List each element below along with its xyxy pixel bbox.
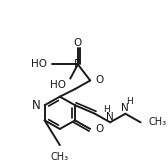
Text: H: H (126, 97, 133, 106)
Text: CH₃: CH₃ (51, 152, 69, 162)
Text: H: H (103, 105, 110, 114)
Text: N: N (32, 99, 41, 112)
Text: CH₃: CH₃ (148, 117, 166, 127)
Text: N: N (121, 103, 129, 113)
Text: P: P (74, 58, 81, 71)
Text: HO: HO (31, 59, 48, 69)
Text: O: O (95, 75, 103, 84)
Text: N: N (106, 112, 114, 122)
Text: HO: HO (50, 80, 67, 90)
Text: O: O (95, 124, 103, 134)
Text: O: O (74, 38, 82, 47)
